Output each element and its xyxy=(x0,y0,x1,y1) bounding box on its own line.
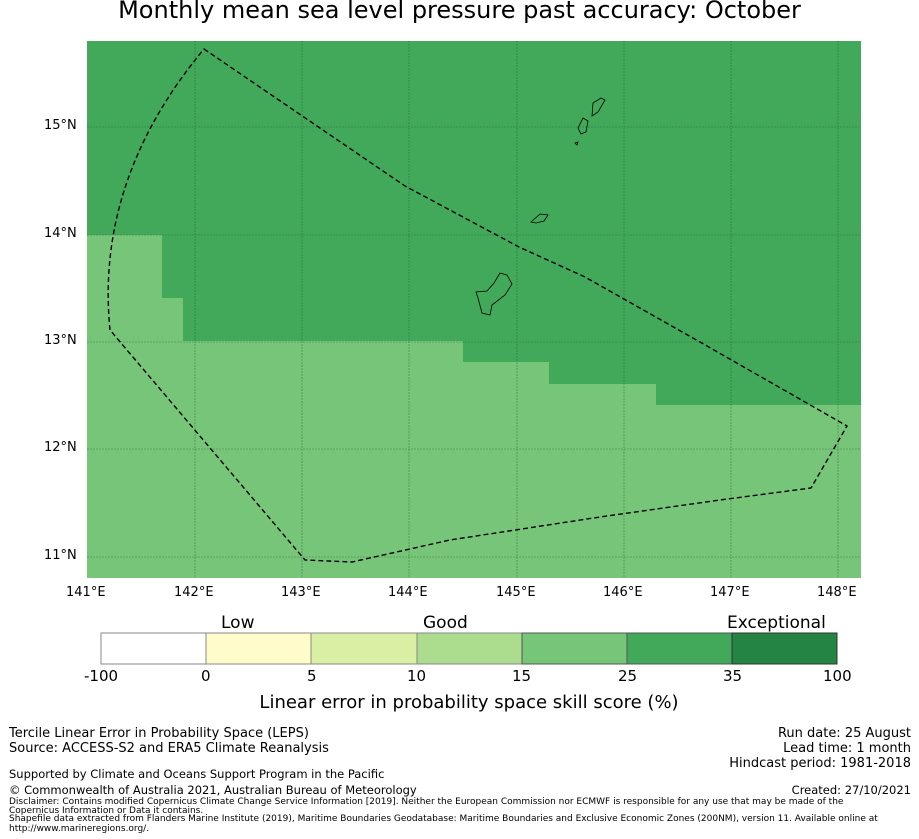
lon-tick-label: 142°E xyxy=(174,585,214,600)
island-outline-rota xyxy=(530,213,549,224)
support-text: Supported by Climate and Oceans Support … xyxy=(9,767,385,781)
copyright-text: © Commonwealth of Australia 2021, Austra… xyxy=(9,783,417,797)
map-panel xyxy=(87,41,861,578)
colorbar-caption: Linear error in probability space skill … xyxy=(259,692,679,713)
lon-tick-label: 147°E xyxy=(710,585,750,600)
lon-tick-label: 141°E xyxy=(66,585,106,600)
colorbar-tick-label: 15 xyxy=(512,667,532,685)
colorbar-tick-label: 100 xyxy=(823,667,852,685)
lon-tick-label: 146°E xyxy=(603,585,643,600)
colorbar-segment xyxy=(626,632,733,665)
colorbar-segment xyxy=(731,632,838,665)
island-outline-aguijan xyxy=(574,141,579,146)
colorbar-category-exceptional: Exceptional xyxy=(727,613,826,633)
colorbar-tick-label: -100 xyxy=(84,667,119,685)
colorbar-segment xyxy=(521,632,628,665)
colorbar xyxy=(100,632,838,665)
colorbar-segment xyxy=(205,632,312,665)
eez-boundary xyxy=(107,48,848,563)
created-text: Created: 27/10/2021 xyxy=(791,783,911,797)
colorbar-segment xyxy=(100,632,207,665)
skill-region-medium-step xyxy=(205,341,334,362)
island-outline-saipan xyxy=(591,97,606,117)
source-text: Source: ACCESS-S2 and ERA5 Climate Reana… xyxy=(9,741,329,756)
shapefile-url-text: http://www.marineregions.org/. xyxy=(9,824,150,834)
lat-tick-label: 15°N xyxy=(44,118,77,133)
gridlines xyxy=(87,41,861,578)
island-outline-tinian xyxy=(577,117,589,135)
colorbar-tick-label: 25 xyxy=(618,667,638,685)
shapefile-text: Shapefile data extracted from Flanders M… xyxy=(9,814,878,824)
lon-tick-label: 145°E xyxy=(496,585,536,600)
lat-tick-label: 11°N xyxy=(44,548,77,563)
lat-tick-label: 13°N xyxy=(44,333,77,348)
skill-region-medium xyxy=(87,235,861,578)
disclaimer-text-cont: Copernicus Information or Data it contai… xyxy=(9,806,204,816)
island-outline-guam xyxy=(475,272,513,316)
method-text: Tercile Linear Error in Probability Spac… xyxy=(9,726,309,741)
skill-region-medium-step-b xyxy=(334,341,463,362)
colorbar-segment xyxy=(416,632,523,665)
chart-title: Monthly mean sea level pressure past acc… xyxy=(118,0,801,24)
lon-tick-label: 148°E xyxy=(817,585,857,600)
colorbar-segment xyxy=(310,632,418,665)
colorbar-tick-label: 35 xyxy=(723,667,743,685)
colorbar-tick-label: 5 xyxy=(307,667,317,685)
lead-time-text: Lead time: 1 month xyxy=(783,741,911,756)
colorbar-tick-label: 10 xyxy=(407,667,427,685)
colorbar-category-low: Low xyxy=(221,613,255,633)
run-date-text: Run date: 25 August xyxy=(777,726,911,741)
hindcast-text: Hindcast period: 1981-2018 xyxy=(729,756,911,771)
lat-tick-label: 12°N xyxy=(44,440,77,455)
colorbar-tick-label: 0 xyxy=(201,667,211,685)
colorbar-category-good: Good xyxy=(423,613,468,633)
lon-tick-label: 144°E xyxy=(388,585,428,600)
islands xyxy=(475,97,606,316)
disclaimer-text: Disclaimer: Contains modified Copernicus… xyxy=(9,797,844,807)
lat-tick-label: 14°N xyxy=(44,226,77,241)
lon-tick-label: 143°E xyxy=(281,585,321,600)
